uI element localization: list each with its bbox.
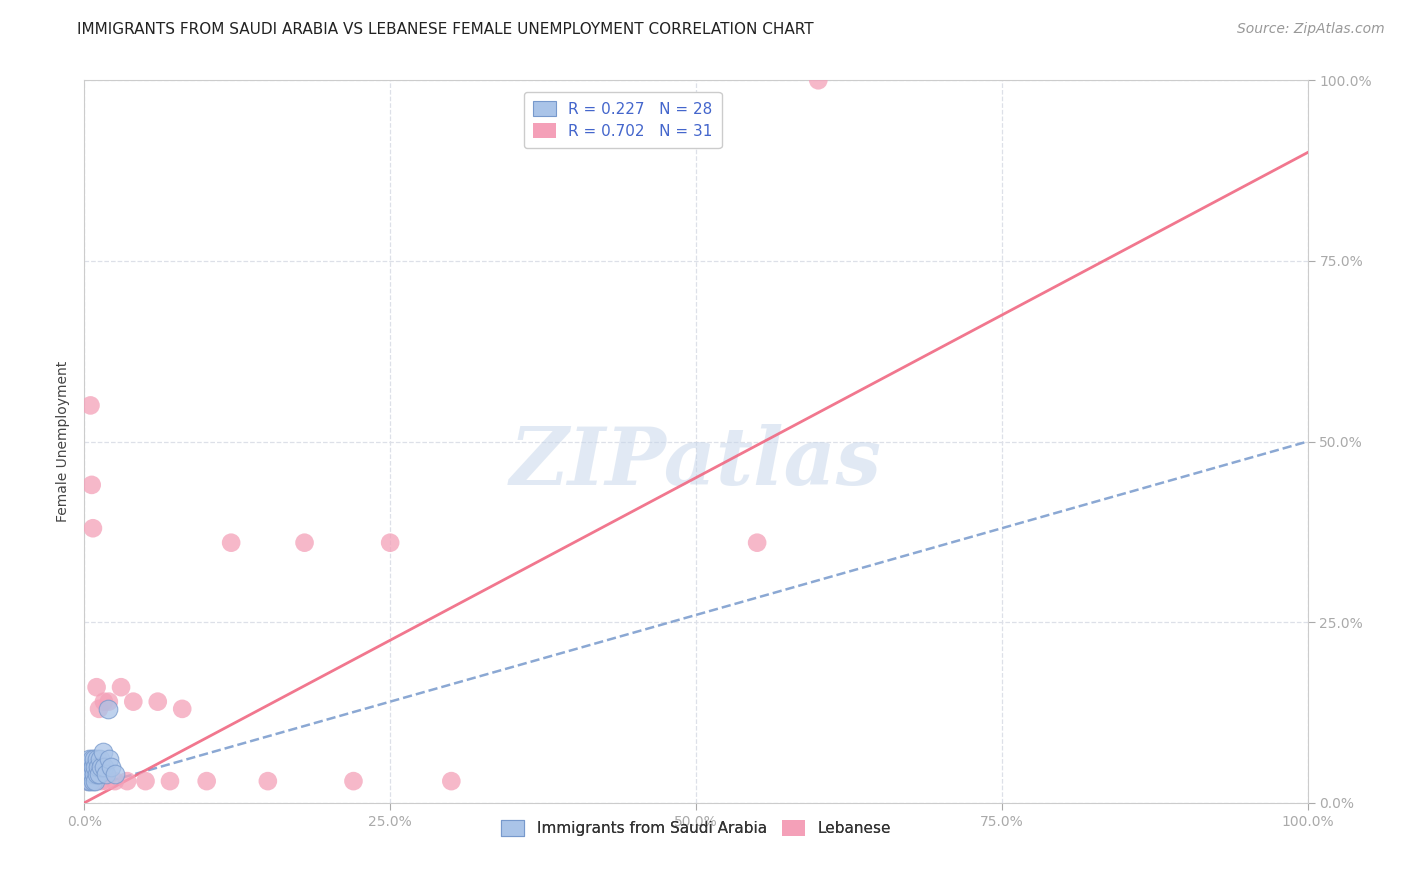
Point <box>76 774 98 789</box>
Point <box>77 760 100 774</box>
Point <box>86 767 108 781</box>
Point <box>97 695 120 709</box>
Point <box>77 767 100 781</box>
Point <box>82 521 104 535</box>
Point <box>257 774 280 789</box>
Point <box>159 774 181 789</box>
Point <box>146 695 169 709</box>
Point <box>80 767 103 781</box>
Point <box>172 702 194 716</box>
Point <box>84 774 107 789</box>
Point <box>807 73 830 87</box>
Point <box>83 774 105 789</box>
Point <box>77 774 100 789</box>
Point <box>77 752 100 766</box>
Point <box>96 767 118 781</box>
Point <box>80 752 103 766</box>
Point <box>80 478 103 492</box>
Point <box>77 767 100 781</box>
Point <box>380 535 402 549</box>
Point <box>122 695 145 709</box>
Point <box>86 752 108 766</box>
Point <box>104 767 127 781</box>
Text: IMMIGRANTS FROM SAUDI ARABIA VS LEBANESE FEMALE UNEMPLOYMENT CORRELATION CHART: IMMIGRANTS FROM SAUDI ARABIA VS LEBANESE… <box>77 22 814 37</box>
Point <box>110 680 132 694</box>
Point <box>84 767 107 781</box>
Point <box>83 752 105 766</box>
Point <box>79 760 101 774</box>
Point <box>342 774 364 789</box>
Point <box>96 774 118 789</box>
Point <box>115 774 138 789</box>
Point <box>747 535 769 549</box>
Point <box>219 535 242 549</box>
Point <box>87 767 110 781</box>
Point <box>97 752 120 766</box>
Legend: Immigrants from Saudi Arabia, Lebanese: Immigrants from Saudi Arabia, Lebanese <box>495 814 897 842</box>
Point <box>82 760 104 774</box>
Point <box>83 767 105 781</box>
Point <box>82 774 104 789</box>
Point <box>100 760 122 774</box>
Point <box>90 774 112 789</box>
Point <box>79 398 101 412</box>
Point <box>294 535 316 549</box>
Text: ZIPatlas: ZIPatlas <box>510 425 882 502</box>
Point <box>87 760 110 774</box>
Point <box>76 767 98 781</box>
Point <box>440 774 463 789</box>
Point <box>93 760 115 774</box>
Point <box>79 774 101 789</box>
Point <box>84 760 107 774</box>
Point <box>77 774 100 789</box>
Point <box>86 680 108 694</box>
Y-axis label: Female Unemployment: Female Unemployment <box>56 361 70 522</box>
Point <box>93 695 115 709</box>
Point <box>135 774 157 789</box>
Point <box>104 774 127 789</box>
Point <box>90 760 112 774</box>
Text: Source: ZipAtlas.com: Source: ZipAtlas.com <box>1237 22 1385 37</box>
Point <box>195 774 218 789</box>
Point <box>87 702 110 716</box>
Point <box>89 752 111 766</box>
Point <box>97 702 120 716</box>
Point <box>91 745 114 759</box>
